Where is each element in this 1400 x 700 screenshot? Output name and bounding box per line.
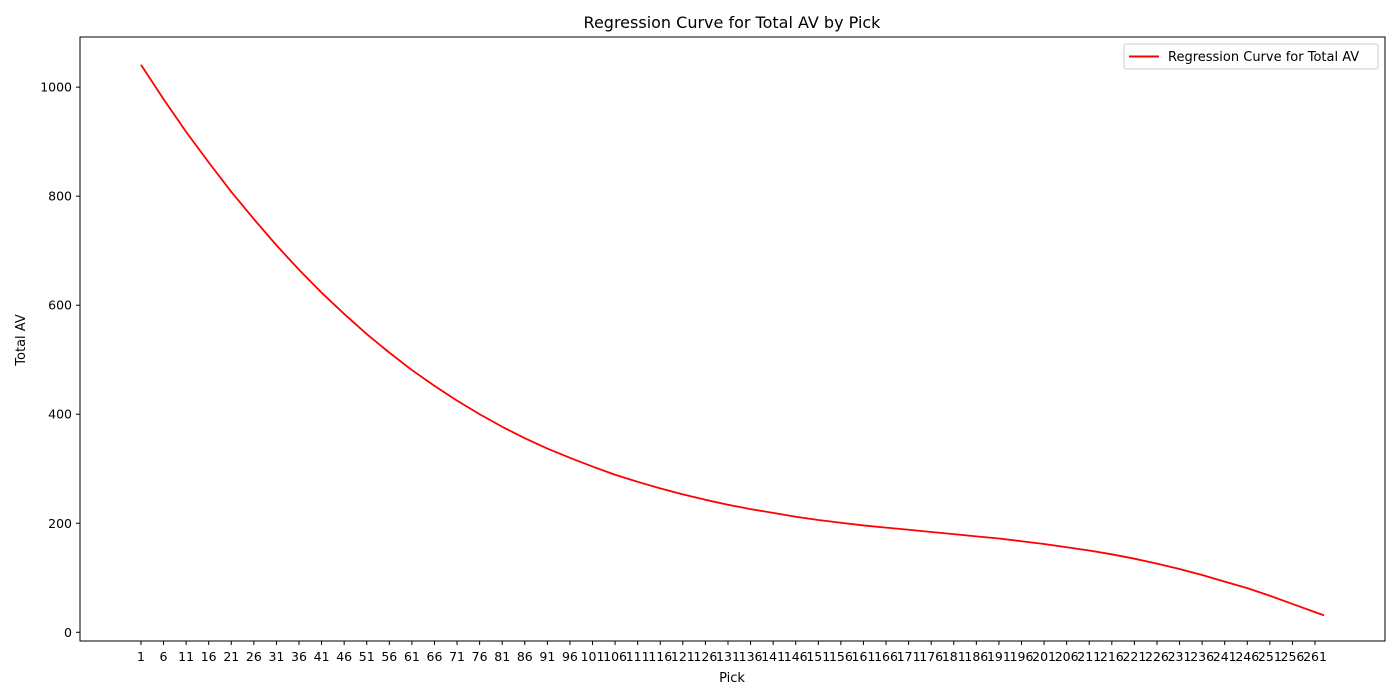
x-tick-label-256: 256 [1281,649,1305,664]
x-tick-label-26: 26 [246,649,262,664]
legend-box [1123,43,1379,70]
y-tick-label-0: 0 [64,625,72,640]
x-tick-label-206: 206 [1055,649,1079,664]
x-tick-label-6: 6 [160,649,168,664]
axes-frame [79,36,1386,642]
legend: Regression Curve for Total AV [1123,43,1379,70]
x-tick-label-56: 56 [381,649,397,664]
x-tick-label-86: 86 [517,649,533,664]
x-tick-label-31: 31 [268,649,284,664]
x-tick-label-226: 226 [1145,649,1169,664]
y-tick-label-200: 200 [48,516,72,531]
x-tick-label-246: 246 [1235,649,1259,664]
x-tick-label-76: 76 [472,649,488,664]
x-tick-label-131: 131 [716,649,740,664]
x-tick-label-136: 136 [739,649,763,664]
x-tick-label-36: 36 [291,649,307,664]
x-tick-label-121: 121 [671,649,695,664]
x-tick-label-66: 66 [427,649,443,664]
x-tick-label-111: 111 [626,649,650,664]
x-tick-label-166: 166 [874,649,898,664]
x-tick-label-161: 161 [852,649,876,664]
x-tick-label-141: 141 [761,649,785,664]
y-tick-label-800: 800 [48,189,72,204]
x-tick-label-171: 171 [897,649,921,664]
x-tick-label-211: 211 [1077,649,1101,664]
x-tick-label-201: 201 [1032,649,1056,664]
x-tick-label-216: 216 [1100,649,1124,664]
x-tick-label-51: 51 [359,649,375,664]
y-axis-label: Total AV [14,314,29,367]
plot-area: 1 6 11 16 21 26 31 36 41 46 51 56 61 66 71 76 81 86 91 96 10… [40,36,1386,664]
x-tick-label-96: 96 [562,649,578,664]
x-axis-label: Pick [719,671,745,686]
x-tick-label-151: 151 [806,649,830,664]
y-tick-label-400: 400 [48,407,72,422]
x-tick-label-11: 11 [178,649,194,664]
x-tick-label-41: 41 [314,649,330,664]
series-line-0 [140,64,1325,617]
y-tick-label-1000: 1000 [40,80,72,95]
x-tick-label-261: 261 [1303,649,1327,664]
x-tick-label-1: 1 [137,649,145,664]
chart-title: Regression Curve for Total AV by Pick [584,13,882,32]
x-tick-label-176: 176 [919,649,943,664]
x-tick-label-156: 156 [829,649,853,664]
x-tick-label-61: 61 [404,649,420,664]
x-tick-label-196: 196 [1010,649,1034,664]
x-tick-label-231: 231 [1168,649,1192,664]
x-tick-label-46: 46 [336,649,352,664]
x-tick-label-91: 91 [539,649,555,664]
x-tick-label-116: 116 [648,649,672,664]
x-tick-label-236: 236 [1190,649,1214,664]
y-tick-label-600: 600 [48,298,72,313]
x-tick-label-241: 241 [1213,649,1237,664]
x-tick-label-106: 106 [603,649,627,664]
x-tick-label-101: 101 [581,649,605,664]
x-tick-label-181: 181 [942,649,966,664]
x-tick-label-21: 21 [223,649,239,664]
legend-label: Regression Curve for Total AV [1168,50,1359,65]
x-tick-label-221: 221 [1122,649,1146,664]
x-tick-label-71: 71 [449,649,465,664]
x-tick-label-146: 146 [784,649,808,664]
x-tick-label-251: 251 [1258,649,1282,664]
x-tick-label-126: 126 [693,649,717,664]
x-tick-label-16: 16 [201,649,217,664]
x-tick-label-186: 186 [964,649,988,664]
x-tick-label-81: 81 [494,649,510,664]
x-tick-label-191: 191 [987,649,1011,664]
